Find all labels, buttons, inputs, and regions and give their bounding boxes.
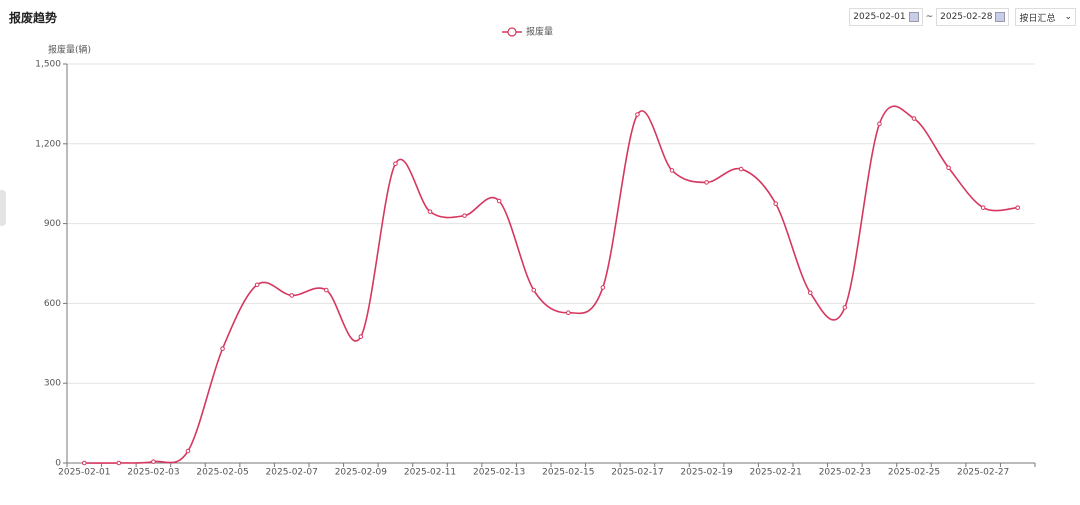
y-tick-label: 0	[55, 459, 61, 469]
data-point	[738, 166, 744, 172]
y-tick-label: 300	[44, 379, 61, 389]
page-title: 报废趋势	[9, 11, 58, 25]
x-tick-label: 2025-02-25	[888, 468, 940, 478]
data-point	[427, 209, 433, 214]
data-point	[807, 290, 813, 296]
y-axis-title: 报废量(辆)	[48, 44, 91, 56]
data-point	[600, 285, 606, 290]
legend-marker	[507, 27, 517, 37]
y-tick-label: 1,200	[35, 139, 61, 149]
data-point	[81, 460, 87, 466]
dropdown-arrow: ⌄	[1064, 12, 1072, 22]
x-tick-label: 2025-02-11	[404, 468, 456, 478]
data-point	[911, 116, 917, 121]
data-point	[877, 121, 882, 127]
x-tick-label: 2025-02-23	[819, 468, 871, 478]
x-tick-label: 2025-02-17	[611, 468, 663, 478]
y-tick-label: 900	[44, 219, 61, 229]
data-point	[393, 161, 398, 167]
x-tick-label: 2025-02-13	[473, 468, 525, 478]
y-tick-label: 600	[44, 299, 61, 309]
data-point	[254, 282, 260, 288]
data-point	[946, 165, 951, 171]
data-point	[116, 460, 122, 466]
x-tick-label: 2025-02-05	[196, 468, 248, 478]
data-point	[323, 287, 329, 293]
start-date-input[interactable]: 2025-02-01	[849, 8, 923, 26]
aggregation-select[interactable]: 按日汇总 ⌄	[1015, 8, 1076, 26]
data-point	[289, 293, 295, 298]
data-point	[358, 334, 364, 339]
data-point	[565, 310, 571, 316]
end-date-input[interactable]: 2025-02-28	[936, 8, 1010, 26]
collapse-handle[interactable]	[0, 190, 6, 226]
data-point	[151, 459, 156, 464]
start-date: 2025-02-01	[853, 12, 906, 22]
date-separator: ~	[925, 12, 934, 22]
data-point	[980, 205, 986, 210]
data-point	[773, 201, 779, 206]
data-point	[669, 168, 675, 173]
data-point	[462, 213, 467, 218]
x-tick-label: 2025-02-07	[266, 468, 318, 478]
data-point	[704, 180, 709, 185]
series-line	[84, 105, 1018, 464]
x-tick-label: 2025-02-19	[680, 468, 733, 478]
x-tick-label: 2025-02-01	[58, 468, 110, 478]
x-tick-label: 2025-02-03	[127, 468, 179, 478]
filters: 2025-02-01 ~ 2025-02-28 按日汇总 ⌄	[849, 8, 1076, 26]
data-point	[496, 198, 502, 204]
calendar-icon	[908, 12, 919, 22]
end-date: 2025-02-28	[940, 12, 993, 22]
data-point	[635, 112, 640, 117]
y-tick-label: 1,500	[35, 60, 61, 70]
x-tick-label: 2025-02-15	[542, 468, 594, 478]
data-point	[185, 448, 191, 454]
x-tick-label: 2025-02-27	[957, 468, 1009, 478]
x-tick-label: 2025-02-21	[750, 468, 802, 478]
data-point	[1015, 205, 1021, 210]
data-point	[842, 305, 848, 310]
calendar-icon	[995, 12, 1006, 22]
legend-label: 报废量	[526, 26, 553, 38]
x-tick-label: 2025-02-09	[335, 468, 388, 478]
aggregation: 按日汇总	[1019, 13, 1056, 24]
data-point	[220, 346, 225, 351]
data-point	[531, 287, 537, 293]
